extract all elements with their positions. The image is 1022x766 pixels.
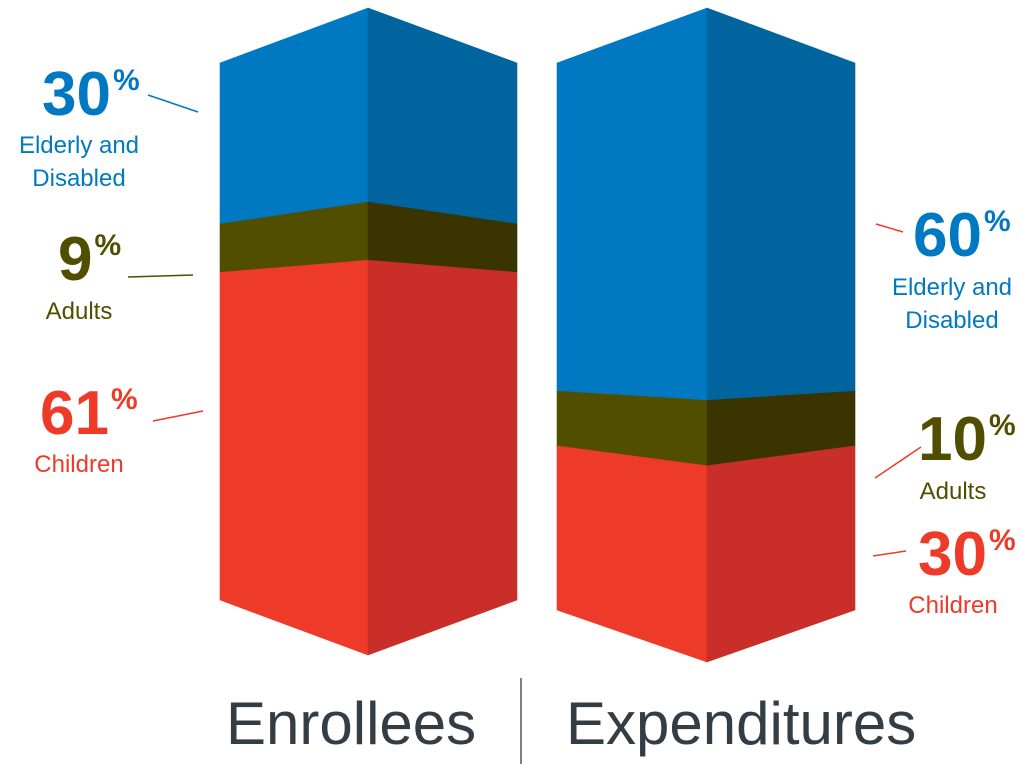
leader-line-expenditures-children xyxy=(872,550,907,557)
value-label-enrollees-adults: 9% xyxy=(58,229,121,291)
bar-segment-enrollees-children-front-face xyxy=(219,259,369,656)
column-expenditures xyxy=(556,7,856,663)
value-number: 61 xyxy=(40,379,109,448)
bar-segment-expenditures-elderly-and-disabled-side-face xyxy=(706,7,856,401)
category-label-expenditures: Expenditures xyxy=(566,690,917,757)
leader-line-enrollees-children xyxy=(152,410,204,422)
value-label-expenditures-adults: 10% xyxy=(918,409,1016,471)
bar-segment-expenditures-children-side-face xyxy=(706,445,856,663)
series-label-expenditures-elderly-and-disabled: Elderly and Disabled xyxy=(891,274,1013,334)
series-label-expenditures-adults: Adults xyxy=(919,478,987,505)
leader-line-expenditures-elderly-and-disabled xyxy=(875,223,904,233)
bar-segment-enrollees-children-side-face xyxy=(367,259,518,656)
value-label-expenditures-children: 30% xyxy=(918,524,1016,586)
value-number: 30 xyxy=(42,60,111,129)
bar-segment-expenditures-children-front-face xyxy=(556,445,708,663)
leader-line-enrollees-adults xyxy=(127,274,194,278)
percent-sign: % xyxy=(988,524,1016,557)
stacked-columns xyxy=(219,7,856,663)
value-number: 30 xyxy=(918,520,987,589)
series-label-enrollees-elderly-and-disabled: Elderly and Disabled xyxy=(18,132,140,192)
bar-segment-enrollees-elderly-and-disabled-front-face xyxy=(219,7,369,225)
percent-sign: % xyxy=(112,64,140,97)
series-label-enrollees-adults: Adults xyxy=(45,298,113,325)
percent-sign: % xyxy=(983,205,1011,238)
bar-segment-enrollees-elderly-and-disabled-side-face xyxy=(367,7,518,225)
bar-segment-expenditures-elderly-and-disabled-front-face xyxy=(556,7,708,401)
leader-line-expenditures-adults xyxy=(874,446,922,479)
value-number: 9 xyxy=(58,225,93,294)
column-enrollees xyxy=(219,7,518,656)
category-label-enrollees: Enrollees xyxy=(226,690,477,757)
percent-sign: % xyxy=(988,409,1016,442)
leader-lines xyxy=(127,94,922,557)
value-number: 10 xyxy=(918,405,987,474)
series-label-expenditures-children: Children xyxy=(908,592,998,619)
percent-sign: % xyxy=(94,229,122,262)
percent-sign: % xyxy=(110,383,138,416)
value-label-enrollees-elderly-and-disabled: 30% xyxy=(42,64,140,126)
series-label-enrollees-children: Children xyxy=(34,451,124,478)
value-label-enrollees-children: 61% xyxy=(40,383,138,445)
value-number: 60 xyxy=(913,201,982,270)
value-label-expenditures-elderly-and-disabled: 60% xyxy=(913,205,1011,267)
leader-line-enrollees-elderly-and-disabled xyxy=(147,94,199,113)
